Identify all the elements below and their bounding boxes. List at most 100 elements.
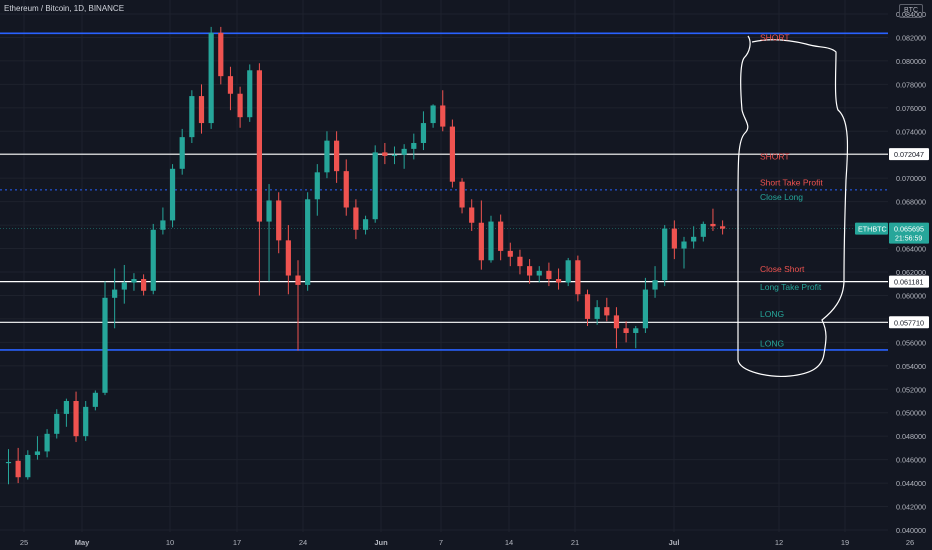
- candle-body: [160, 220, 166, 230]
- candle-body: [102, 297, 108, 393]
- price-tick-label: 0.062000: [896, 268, 926, 277]
- time-axis-bg: [0, 532, 888, 550]
- candle-body: [285, 240, 291, 276]
- trade-annotation-label: LONG: [760, 309, 784, 319]
- candle-body: [488, 221, 494, 261]
- candle-body: [334, 140, 340, 172]
- time-tick-label: 19: [841, 538, 849, 547]
- candle-body: [362, 219, 369, 230]
- price-tick-label: 0.082000: [896, 33, 926, 42]
- level-price-badge-text: 0.057710: [894, 318, 924, 327]
- candle-body: [5, 461, 12, 464]
- candle-body: [314, 172, 320, 200]
- candle-body: [507, 250, 513, 257]
- candle-body: [305, 199, 311, 285]
- candle-body: [710, 223, 716, 227]
- price-tick-label: 0.046000: [896, 456, 926, 465]
- candle-body: [92, 392, 98, 407]
- candle-body: [266, 200, 272, 222]
- time-axis: 25 May 10 17 24 Jun 7 14 21 Jul 12 19 26: [0, 532, 914, 550]
- price-tick-label: 0.050000: [896, 409, 926, 418]
- time-tick-label: 12: [775, 538, 783, 547]
- time-tick-label: Jun: [374, 538, 388, 547]
- candle-body: [54, 413, 60, 434]
- candle-body: [256, 70, 262, 222]
- currency-button[interactable]: BTC: [899, 4, 923, 18]
- candle-body: [179, 137, 185, 169]
- freehand-bracket-drawing[interactable]: [737, 35, 849, 377]
- candle-body: [44, 433, 50, 452]
- price-axis: 0.040000 0.042000 0.044000 0.046000 0.048000…: [888, 0, 932, 550]
- candle-body: [671, 228, 677, 249]
- candle-body: [218, 32, 224, 77]
- candle-body: [401, 148, 407, 155]
- level-price-badge-text: 0.072047: [894, 150, 924, 159]
- candle-body: [420, 123, 427, 143]
- level-price-badge-text: 0.061181: [894, 278, 923, 287]
- candle-body: [536, 270, 542, 276]
- level-price-badge: [889, 275, 929, 288]
- time-tick-label: Jul: [669, 538, 680, 547]
- candle-body: [546, 270, 552, 280]
- price-tick-label: 0.076000: [896, 104, 926, 113]
- price-tick-label: 0.078000: [896, 80, 926, 89]
- candle-body: [555, 279, 562, 283]
- candle-body: [391, 154, 398, 156]
- candle-body: [25, 454, 31, 478]
- candles: [5, 26, 726, 485]
- candle-body: [604, 307, 610, 316]
- trade-annotations: SHORT SHORT Short Take Profit Close Long Clo…: [760, 32, 823, 348]
- time-tick-label: 21: [571, 538, 579, 547]
- candle-body: [642, 289, 648, 329]
- candle-body: [150, 229, 156, 291]
- price-tick-label: 0.052000: [896, 385, 926, 394]
- candle-body: [169, 168, 176, 221]
- trade-annotation-label: SHORT: [760, 151, 790, 161]
- price-axis-bg: [888, 0, 932, 550]
- price-tick-label: 0.070000: [896, 174, 926, 183]
- candle-body: [498, 221, 504, 251]
- time-tick-label: 14: [505, 538, 513, 547]
- trade-annotation-label: Long Take Profit: [760, 282, 822, 292]
- time-tick-label: 7: [439, 538, 443, 547]
- candle-body: [121, 282, 127, 290]
- candle-body: [440, 105, 446, 127]
- candle-body: [276, 200, 282, 241]
- candle-body: [623, 328, 629, 333]
- price-tick-label: 0.048000: [896, 432, 926, 441]
- candle-body: [681, 241, 687, 249]
- candle-body: [63, 401, 69, 414]
- candle-body: [343, 171, 349, 208]
- candle-body: [247, 70, 253, 118]
- level-price-badge: [889, 316, 929, 329]
- candle-body: [112, 289, 118, 298]
- candle-body: [141, 279, 147, 291]
- current-price-text: 0.065695: [894, 225, 924, 234]
- candle-body: [198, 96, 205, 124]
- candle-body: [527, 266, 533, 276]
- price-tick-label: 0.044000: [896, 479, 926, 488]
- candle-body: [633, 328, 639, 333]
- candle-body: [662, 228, 668, 281]
- price-tick-label: 0.080000: [896, 57, 926, 66]
- time-tick-label: 26: [906, 538, 914, 547]
- price-tick-label: 0.084000: [896, 10, 926, 19]
- trade-annotation-label: SHORT: [760, 32, 790, 42]
- trade-annotation-label: Short Take Profit: [760, 177, 823, 187]
- candle-body: [594, 307, 600, 319]
- candle-body: [411, 143, 417, 149]
- candle-body: [131, 279, 137, 283]
- candle-body: [565, 260, 571, 283]
- time-tick-label: 25: [20, 538, 28, 547]
- time-tick-label: 17: [233, 538, 241, 547]
- trade-annotation-label: Close Short: [760, 264, 805, 274]
- candle-body: [700, 223, 706, 237]
- time-tick-label: 10: [166, 538, 174, 547]
- candle-body: [382, 152, 388, 156]
- level-price-badge: [889, 148, 929, 161]
- candle-body: [652, 280, 658, 290]
- candle-body: [459, 181, 465, 208]
- candle-body: [73, 401, 79, 437]
